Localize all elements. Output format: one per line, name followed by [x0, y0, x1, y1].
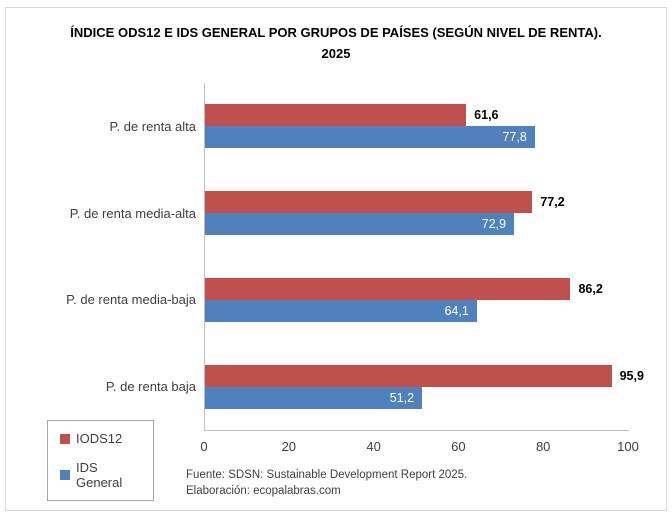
- legend-entry-iods12: IODS12: [60, 431, 145, 446]
- legend-label: IODS12: [76, 431, 123, 446]
- bar-group: 61,6 77,8: [205, 83, 629, 170]
- chart-title-line1: ÍNDICE ODS12 E IDS GENERAL POR GRUPOS DE…: [70, 25, 602, 40]
- x-tick-label: 0: [200, 439, 208, 454]
- x-tick-label: 20: [281, 439, 297, 454]
- legend-swatch-icon: [60, 470, 70, 480]
- x-tick-label: 40: [366, 439, 381, 454]
- value-label: 72,9: [481, 217, 507, 232]
- bar-iods12: 61,6: [205, 104, 499, 127]
- footer-source: Fuente: SDSN: Sustainable Development Re…: [186, 469, 468, 481]
- bar-group: 86,2 64,1: [205, 257, 629, 344]
- footer-elaboration: Elaboración: ecopalabras.com: [186, 484, 341, 497]
- value-label: 61,6: [474, 108, 499, 123]
- plot-rows: 61,6 77,8 77,2 72,9 86,2 64,1 95,9 51,2: [205, 83, 644, 430]
- bar-group: 77,2 72,9: [205, 170, 629, 257]
- plot-area: 61,6 77,8 77,2 72,9 86,2 64,1 95,9 51,2: [204, 83, 644, 431]
- value-label: 51,2: [389, 390, 415, 405]
- x-tick-label: 80: [535, 439, 551, 454]
- bar-iods12: 77,2: [205, 191, 565, 214]
- bar-iods12: 86,2: [205, 277, 603, 300]
- chart-title: ÍNDICE ODS12 E IDS GENERAL POR GRUPOS DE…: [0, 22, 672, 64]
- value-label: 77,2: [540, 195, 565, 210]
- value-label: 95,9: [619, 368, 644, 383]
- bar-ids-general: 77,8: [205, 126, 535, 149]
- legend-entry-ids-general: IDS General: [60, 460, 145, 490]
- chart-footer: Fuente: SDSN: Sustainable Development Re…: [186, 468, 467, 499]
- chart-title-line2: 2025: [321, 46, 351, 61]
- legend: IODS12 IDS General: [47, 420, 154, 501]
- x-tick-label: 60: [451, 439, 466, 454]
- value-label: 86,2: [578, 281, 603, 296]
- value-label: 64,1: [444, 303, 469, 318]
- bar-ids-general: 72,9: [205, 213, 515, 236]
- value-label: 77,8: [502, 130, 527, 145]
- bar-iods12: 95,9: [205, 364, 644, 387]
- category-labels: P. de renta alta P. de renta media-alta P.…: [10, 83, 196, 430]
- bar-ids-general: 64,1: [205, 299, 477, 322]
- bar-ids-general: 51,2: [205, 386, 423, 409]
- category-label: P. de renta alta: [109, 118, 197, 134]
- legend-swatch-icon: [60, 433, 70, 444]
- x-tick-label: 100: [617, 439, 639, 454]
- x-axis-ticks: 0 20 40 60 80 100: [200, 439, 638, 457]
- category-label: P. de renta baja: [105, 379, 196, 395]
- category-label: P. de renta media-baja: [66, 292, 196, 308]
- bar-group: 95,9 51,2: [205, 343, 644, 430]
- legend-label: IDS General: [76, 460, 123, 490]
- category-label: P. de renta media-alta: [69, 205, 196, 221]
